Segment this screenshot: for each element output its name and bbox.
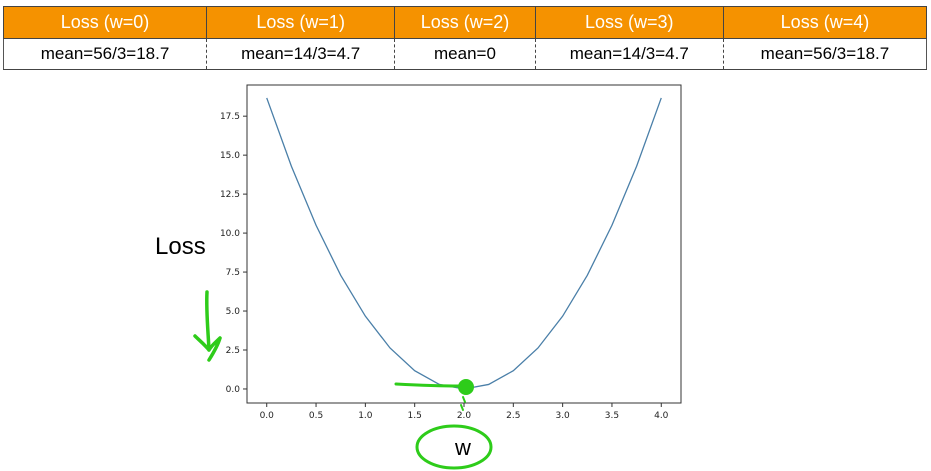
arrow-to-minimum-annotation	[394, 382, 462, 388]
tick-dashes-annotation	[460, 396, 466, 411]
loss-table: Loss (w=0) Loss (w=1) Loss (w=2) Loss (w…	[2, 6, 928, 70]
x-tick-label: 2.0	[457, 411, 472, 421]
x-tick-label: 1.5	[408, 411, 422, 421]
y-tick-label: 10.0	[220, 229, 240, 239]
loss-header-w0: Loss (w=0)	[2, 6, 208, 39]
x-tick-label: 3.0	[555, 411, 570, 421]
plot-frame	[246, 84, 682, 404]
loss-value-w1: mean=14/3=4.7	[206, 38, 396, 70]
x-axis-ticks: 0.0 0.5 1.0 1.5 2.0 2.5 3.0 3.5 4.0	[260, 403, 669, 421]
loss-header-w4: Loss (w=4)	[722, 6, 928, 39]
x-tick-label: 4.0	[654, 411, 669, 421]
loss-value-w4: mean=56/3=18.7	[723, 38, 927, 70]
y-tick-label: 17.5	[220, 112, 240, 122]
x-tick-label: 0.0	[260, 411, 275, 421]
y-axis-label: Loss	[155, 233, 206, 260]
loss-curve-line	[266, 97, 662, 390]
down-arrow-annotation	[193, 290, 222, 362]
loss-header-w3: Loss (w=3)	[534, 6, 724, 39]
loss-value-w3: mean=14/3=4.7	[535, 38, 724, 70]
w-circle-annotation	[415, 424, 493, 470]
y-axis-ticks: 0.0 2.5 5.0 7.5 10.0 12.5 15.0 17.5	[220, 112, 247, 395]
x-tick-label: 2.5	[506, 411, 520, 421]
loss-table-header-row: Loss (w=0) Loss (w=1) Loss (w=2) Loss (w…	[2, 6, 928, 39]
loss-header-w2: Loss (w=2)	[394, 6, 536, 39]
y-tick-label: 12.5	[220, 190, 240, 200]
x-axis-label: w	[455, 435, 471, 460]
x-tick-label: 1.0	[358, 411, 373, 421]
x-tick-label: 3.5	[605, 411, 619, 421]
loss-header-w1: Loss (w=1)	[206, 6, 396, 39]
loss-table-value-row: mean=56/3=18.7 mean=14/3=4.7 mean=0 mean…	[3, 38, 927, 70]
loss-value-w0: mean=56/3=18.7	[3, 38, 208, 70]
y-tick-label: 0.0	[226, 385, 241, 395]
y-tick-label: 5.0	[226, 307, 241, 317]
green-annotations	[193, 290, 493, 470]
x-tick-label: 0.5	[309, 411, 323, 421]
minimum-point-marker	[458, 379, 474, 395]
y-tick-label: 7.5	[226, 268, 240, 278]
loss-value-w2: mean=0	[394, 38, 536, 70]
y-tick-label: 2.5	[226, 346, 240, 356]
y-tick-label: 15.0	[220, 151, 240, 161]
